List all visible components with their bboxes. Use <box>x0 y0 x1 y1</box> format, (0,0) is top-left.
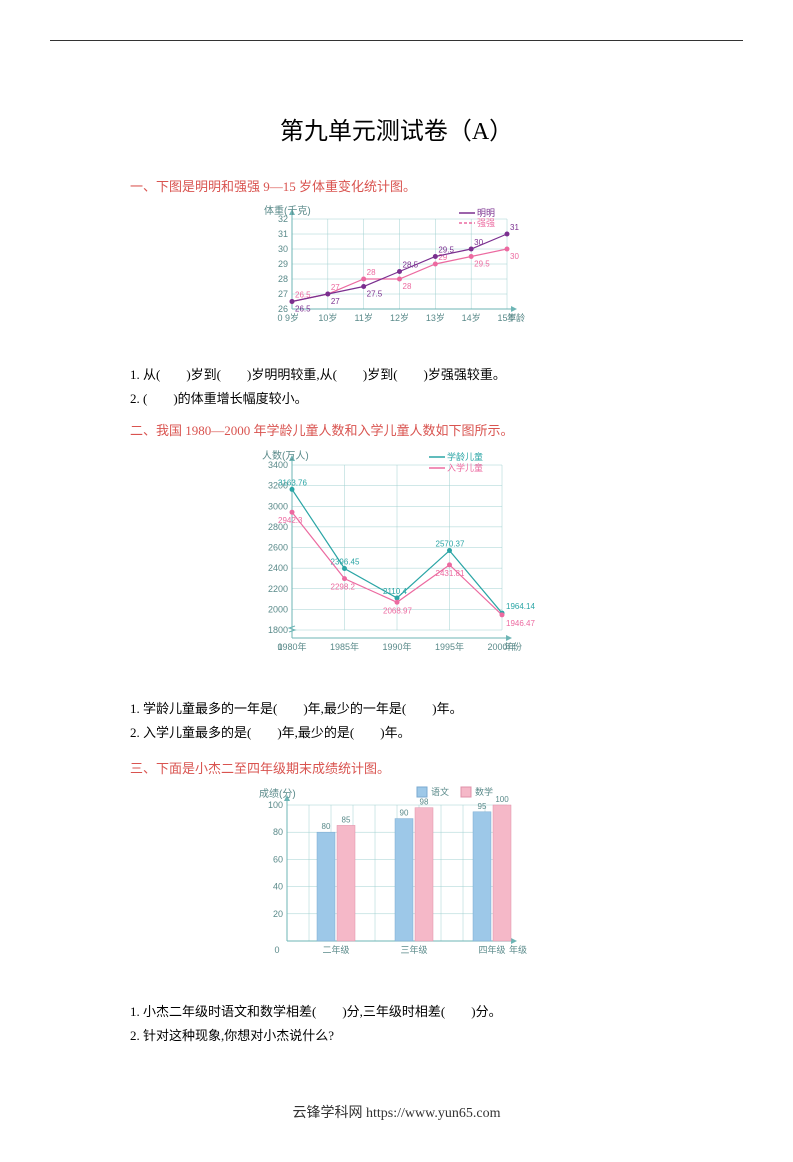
svg-text:入学儿童: 入学儿童 <box>447 462 483 473</box>
svg-text:2396.45: 2396.45 <box>330 558 359 567</box>
svg-text:40: 40 <box>272 882 282 892</box>
svg-text:29.5: 29.5 <box>474 260 490 269</box>
svg-text:29: 29 <box>277 259 287 269</box>
svg-text:28: 28 <box>277 274 287 284</box>
svg-text:9岁: 9岁 <box>284 312 298 323</box>
svg-text:28: 28 <box>402 282 411 291</box>
svg-text:95: 95 <box>477 802 486 811</box>
svg-text:2600: 2600 <box>267 543 287 553</box>
svg-text:1800: 1800 <box>267 625 287 635</box>
svg-text:1964.14: 1964.14 <box>506 602 535 611</box>
svg-text:29.5: 29.5 <box>438 246 454 255</box>
footer-text: 云锋学科网 https://www.yun65.com <box>0 1102 793 1122</box>
section2-q1: 1. 学龄儿童最多的一年是( )年,最少的一年是( )年。 <box>130 698 663 720</box>
svg-text:85: 85 <box>341 816 350 825</box>
svg-text:明明: 明明 <box>477 208 495 218</box>
svg-text:年级: 年级 <box>509 944 527 955</box>
svg-text:数学: 数学 <box>475 786 493 797</box>
section3-chart: 20406080100成绩(分)年级08085二年级9098三年级95100四年… <box>130 783 663 993</box>
svg-text:80: 80 <box>321 823 330 832</box>
svg-text:年龄: 年龄 <box>507 312 525 323</box>
svg-text:1990年: 1990年 <box>382 641 411 652</box>
svg-text:三年级: 三年级 <box>400 944 427 955</box>
svg-text:2110.4: 2110.4 <box>383 587 407 596</box>
svg-text:0: 0 <box>277 313 282 323</box>
svg-text:二年级: 二年级 <box>322 944 349 955</box>
svg-text:2000: 2000 <box>267 605 287 615</box>
section3-q1: 1. 小杰二年级时语文和数学相差( )分,三年级时相差( )分。 <box>130 1001 663 1023</box>
section1-header: 一、下图是明明和强强 9—15 岁体重变化统计图。 <box>130 176 663 195</box>
svg-text:60: 60 <box>272 855 282 865</box>
svg-text:12岁: 12岁 <box>389 312 408 323</box>
svg-text:30: 30 <box>510 252 519 261</box>
svg-text:1995年: 1995年 <box>434 641 463 652</box>
svg-text:学龄儿童: 学龄儿童 <box>447 451 483 462</box>
svg-text:2570.37: 2570.37 <box>435 540 464 549</box>
svg-text:强强: 强强 <box>477 218 495 228</box>
svg-text:年份: 年份 <box>504 641 522 652</box>
svg-text:2942.3: 2942.3 <box>278 516 303 525</box>
svg-text:27: 27 <box>277 289 287 299</box>
svg-text:语文: 语文 <box>431 786 449 797</box>
svg-text:100: 100 <box>267 800 282 810</box>
section2-q2: 2. 入学儿童最多的是( )年,最少的是( )年。 <box>130 722 663 744</box>
page-content: 第九单元测试卷（A） 一、下图是明明和强强 9—15 岁体重变化统计图。 262… <box>50 40 743 1090</box>
page-title: 第九单元测试卷（A） <box>130 111 663 146</box>
svg-text:31: 31 <box>510 223 519 232</box>
svg-text:四年级: 四年级 <box>478 944 505 955</box>
svg-text:26.5: 26.5 <box>295 305 311 314</box>
svg-text:2400: 2400 <box>267 563 287 573</box>
section2-chart: 1800200022002400260028003000320034001980… <box>130 445 663 690</box>
section2-header: 二、我国 1980—2000 年学龄儿童人数和入学儿童人数如下图所示。 <box>130 420 663 439</box>
svg-text:3000: 3000 <box>267 501 287 511</box>
svg-text:2068.97: 2068.97 <box>383 606 412 615</box>
svg-text:80: 80 <box>272 828 282 838</box>
svg-text:2431.81: 2431.81 <box>435 569 464 578</box>
section3-header: 三、下面是小杰二至四年级期末成绩统计图。 <box>130 758 663 777</box>
section1-chart: 262728293031329岁10岁11岁12岁13岁14岁15岁体重(千克)… <box>130 201 663 356</box>
section1-q1: 1. 从( )岁到( )岁明明较重,从( )岁到( )岁强强较重。 <box>130 364 663 386</box>
svg-text:3163.76: 3163.76 <box>278 479 307 488</box>
svg-text:0: 0 <box>277 642 282 652</box>
svg-text:0: 0 <box>274 945 279 955</box>
svg-text:27: 27 <box>330 283 339 292</box>
svg-text:31: 31 <box>277 229 287 239</box>
svg-text:20: 20 <box>272 909 282 919</box>
svg-text:13岁: 13岁 <box>425 312 444 323</box>
svg-text:28: 28 <box>366 268 375 277</box>
svg-text:2200: 2200 <box>267 584 287 594</box>
section1-q2: 2. ( )的体重增长幅度较小。 <box>130 388 663 410</box>
svg-text:1946.47: 1946.47 <box>506 619 535 628</box>
svg-text:人数(万人): 人数(万人) <box>262 449 309 462</box>
svg-text:28.5: 28.5 <box>402 261 418 270</box>
svg-text:27: 27 <box>330 297 339 306</box>
svg-text:30: 30 <box>474 238 483 247</box>
svg-text:27.5: 27.5 <box>366 290 382 299</box>
svg-text:成绩(分): 成绩(分) <box>259 787 296 800</box>
svg-text:30: 30 <box>277 244 287 254</box>
svg-text:14岁: 14岁 <box>461 312 480 323</box>
svg-text:10岁: 10岁 <box>318 312 337 323</box>
svg-text:98: 98 <box>419 798 428 807</box>
svg-text:90: 90 <box>399 809 408 818</box>
svg-text:体重(千克): 体重(千克) <box>264 204 311 217</box>
section3-q2: 2. 针对这种现象,你想对小杰说什么? <box>130 1025 663 1047</box>
svg-text:1985年: 1985年 <box>329 641 358 652</box>
svg-text:2298.2: 2298.2 <box>330 583 355 592</box>
svg-text:100: 100 <box>495 795 509 804</box>
svg-text:11岁: 11岁 <box>354 312 372 323</box>
